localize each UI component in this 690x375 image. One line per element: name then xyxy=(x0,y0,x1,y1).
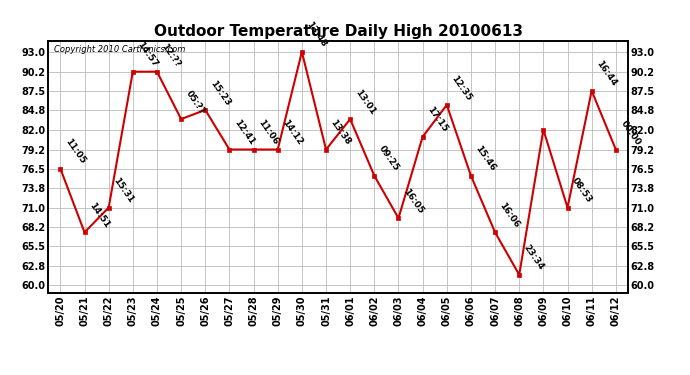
Text: 14:12: 14:12 xyxy=(281,118,304,147)
Text: 14:57: 14:57 xyxy=(136,40,159,69)
Text: 11:05: 11:05 xyxy=(63,137,87,166)
Text: 16:06: 16:06 xyxy=(498,201,522,229)
Text: Copyright 2010 Cartronics.com: Copyright 2010 Cartronics.com xyxy=(54,45,186,54)
Text: 13:48: 13:48 xyxy=(305,20,328,49)
Text: 12:??: 12:?? xyxy=(160,42,182,69)
Text: 09:25: 09:25 xyxy=(377,144,401,173)
Text: 14:51: 14:51 xyxy=(88,201,111,229)
Text: 15:31: 15:31 xyxy=(112,176,135,205)
Title: Outdoor Temperature Daily High 20100613: Outdoor Temperature Daily High 20100613 xyxy=(154,24,522,39)
Text: 13:01: 13:01 xyxy=(353,88,377,116)
Text: 16:05: 16:05 xyxy=(402,187,425,215)
Text: 12:41: 12:41 xyxy=(233,118,256,147)
Text: 11:06: 11:06 xyxy=(257,118,280,147)
Text: 15:23: 15:23 xyxy=(208,78,232,107)
Text: 16:44: 16:44 xyxy=(595,59,618,88)
Text: 13:38: 13:38 xyxy=(329,118,353,147)
Text: 23:34: 23:34 xyxy=(522,243,546,272)
Text: 08:53: 08:53 xyxy=(571,176,594,205)
Text: 00:00: 00:00 xyxy=(619,118,642,147)
Text: 15:46: 15:46 xyxy=(474,144,497,173)
Text: 05:??: 05:?? xyxy=(184,90,206,116)
Text: 17:15: 17:15 xyxy=(426,105,449,134)
Text: 12:35: 12:35 xyxy=(450,74,473,102)
